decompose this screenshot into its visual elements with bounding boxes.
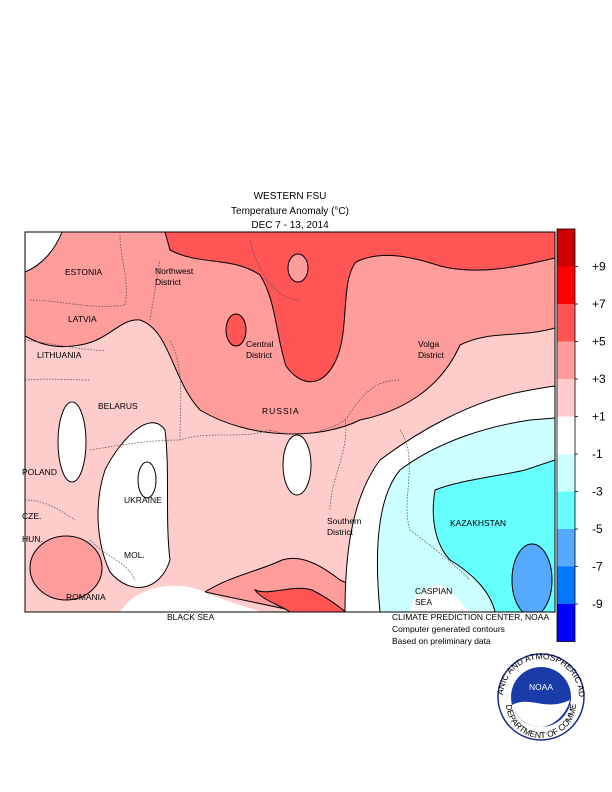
colorbar-label: -5 [592,522,603,536]
anomaly-area [225,313,247,347]
colorbar-box [557,266,575,304]
country-label: KAZAKHSTAN [450,518,506,528]
country-label: MOL. [124,550,145,560]
district-label: Volga [418,339,440,349]
country-label: LITHUANIA [37,350,82,360]
district-label: District [246,350,273,360]
colorbar-label: -9 [592,597,603,611]
colorbar-box [557,491,575,529]
colorbar-label: +3 [592,372,606,386]
colorbar-label: +1 [592,410,606,424]
country-label: ROMANIA [66,592,106,602]
district-label: District [418,350,445,360]
country-label: POLAND [22,467,57,477]
colorbar-box [557,416,575,454]
anomaly-area [29,535,103,601]
logo-bird [512,700,570,727]
credit: Computer generated contours [392,624,505,634]
anomaly-area [253,587,347,612]
district-label: Central [246,339,274,349]
colorbar-box [557,529,575,567]
title: WESTERN FSU [254,191,327,202]
country-label: BELARUS [98,401,138,411]
caspian-sea [410,585,470,612]
map-frame [24,231,556,613]
border [25,234,471,581]
anomaly-area [511,543,553,612]
map [25,232,555,612]
credit: CLIMATE PREDICTION CENTER, NOAA [392,612,549,622]
credit: Based on preliminary data [392,636,491,646]
colorbar-label: +9 [592,260,606,274]
anomaly-area [97,422,171,588]
logo-name: NOAA [529,682,553,692]
country-label: HUN. [22,534,43,544]
colorbar-box [557,566,575,604]
anomaly-area [137,461,157,499]
country-label: UKRAINE [124,495,162,505]
colorbar-box [557,229,575,267]
colorbar: +9 +7 +5 +3 +1 -1 -3 -5 -7 -9 [556,228,606,642]
black-sea [120,585,262,612]
colorbar-box [557,379,575,417]
anomaly-area [282,434,312,496]
colorbar-label: +5 [592,335,606,349]
colorbar-box [557,341,575,379]
district-label: CASPIAN [415,586,452,596]
colorbar-box [557,304,575,342]
colorbar-box [557,454,575,492]
district-label: Northwest [155,266,194,276]
anomaly-area [57,401,87,483]
country-label: RUSSIA [262,406,300,416]
subtitle: Temperature Anomaly (°C) [231,206,349,217]
colorbar-label: -1 [592,447,603,461]
country-label: CZE. [22,511,41,521]
district-label: District [155,277,182,287]
anomaly-area [164,232,555,383]
district-label: SEA [415,597,432,607]
district-label: District [327,527,354,537]
colorbar-label: -7 [592,560,603,574]
anomaly-area [287,253,309,283]
district-label: Southern [327,516,362,526]
colorbar-frame [556,228,576,642]
country-label: BLACK SEA [167,612,215,622]
map-labels: ESTONIA LATVIA LITHUANIA BELARUS POLAND CZE. H… [22,266,506,622]
colorbar-label: -3 [592,485,603,499]
colorbar-box [557,604,575,642]
country-label: LATVIA [68,314,97,324]
country-label: ESTONIA [65,267,102,277]
colorbar-label: +7 [592,297,606,311]
date: DEC 7 - 13, 2014 [251,220,329,231]
